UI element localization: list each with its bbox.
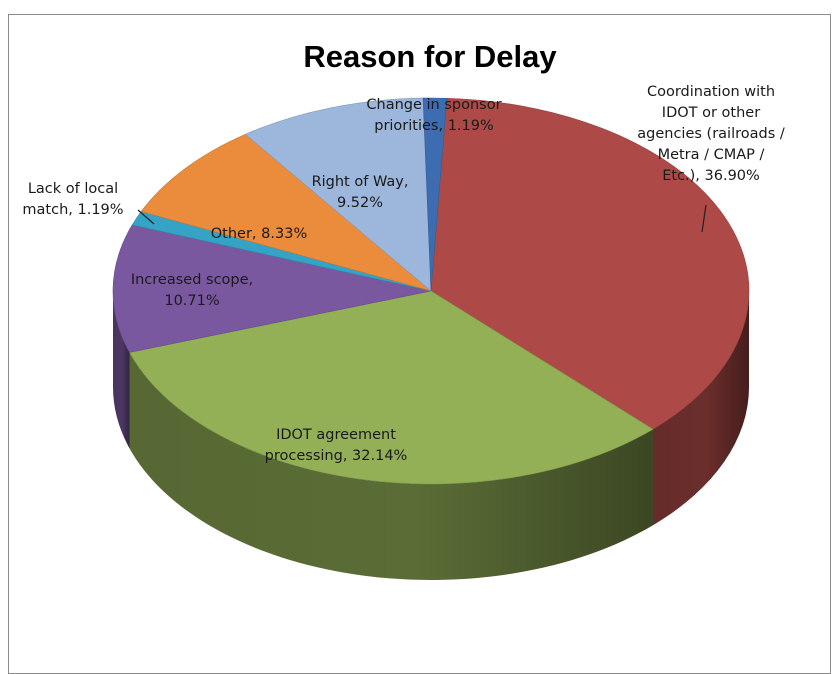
data-label-line: agencies (railroads / [637, 126, 785, 142]
leader-lines [137, 204, 707, 233]
pie-chart: Reason for Delay Coordination with IDOT o… [22, 39, 785, 580]
data-label-line: IDOT agreement [276, 427, 396, 443]
pie-slice-other [140, 133, 432, 292]
leader-line-lack-of-local-match [137, 209, 155, 225]
pie-slices [112, 97, 750, 485]
data-label-line: 9.52% [337, 195, 383, 211]
data-label-line: match, 1.19% [22, 202, 123, 218]
data-label-lack-of-local-match: Lack of local match, 1.19% [22, 181, 123, 218]
data-label-line: IDOT or other [662, 105, 760, 121]
data-labels: Coordination with IDOT or other agencies (… [22, 84, 784, 464]
pie-slice-increased-scope [112, 224, 432, 353]
data-label-line: Increased scope, [131, 272, 253, 288]
pie-side-shading [113, 291, 130, 449]
data-label-change-in-sponsor-priorities: Change in sponsor priorities, 1.19% [366, 97, 501, 134]
pie-slice-idot-agreement-processing [129, 290, 654, 485]
pie-sides [113, 291, 749, 580]
pie-slice-coordination-with-idot-or-other-agencies-railroads-metra-cmap-etc [430, 97, 750, 430]
data-label-line: processing, 32.14% [265, 448, 408, 464]
data-label-right-of-way: Right of Way, 9.52% [312, 174, 409, 211]
data-label-line: Coordination with [647, 84, 775, 100]
leader-line-coordination [701, 204, 707, 233]
data-label-line: Change in sponsor [366, 97, 501, 113]
pie-side-shading [652, 291, 749, 526]
data-label-line: priorities, 1.19% [374, 118, 494, 134]
data-label-line: Other, 8.33% [211, 226, 307, 242]
data-label-line: Lack of local [28, 181, 118, 197]
data-label-increased-scope: Increased scope, 10.71% [131, 272, 253, 309]
data-label-line: Right of Way, [312, 174, 409, 190]
data-label-line: 10.71% [164, 293, 219, 309]
pie-slice-change-in-sponsor-priorities [422, 97, 448, 292]
data-label-line: Metra / CMAP / [658, 147, 765, 163]
data-label-other: Other, 8.33% [211, 226, 307, 242]
data-label-coordination-with-idot-or-other-agencies-railroads-metra-cmap-etc: Coordination with IDOT or other agencies (… [637, 84, 785, 184]
pie-slice-right-of-way [244, 97, 432, 292]
data-label-line: Etc.), 36.90% [662, 168, 760, 184]
chart-title: Reason for Delay [303, 39, 557, 74]
pie-side-shading [129, 352, 653, 580]
data-label-idot-agreement-processing: IDOT agreement processing, 32.14% [265, 427, 408, 464]
